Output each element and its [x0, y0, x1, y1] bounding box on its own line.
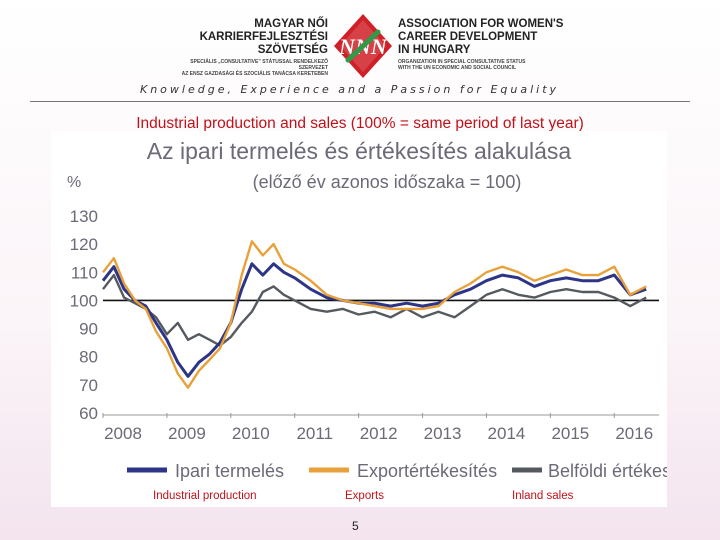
x-tick-label: 2011 — [296, 424, 333, 443]
legend-translation-inland: Inland sales — [512, 490, 574, 502]
legend-label-exports: Exportértékesítés — [357, 461, 497, 481]
org-name-hungarian: MAGYAR NŐI KARRIERFEJLESZTÉSI SZÖVETSÉG … — [160, 18, 328, 77]
y-tick-label: 120 — [70, 235, 98, 254]
org-name-en-line-3: IN HUNGARY — [398, 44, 471, 56]
series-line-exports — [102, 240, 647, 389]
chart-subtitle: (előző év azonos időszaka = 100) — [253, 172, 522, 192]
series-line-industrial — [101, 262, 647, 378]
org-sub-hu-line-2: AZ ENSZ GAZDASÁGI ÉS SZOCIÁLIS TANÁCSA K… — [181, 71, 328, 77]
y-tick-label: 100 — [70, 291, 98, 310]
chart-title: Az ipari termelés és értékesítés alakulá… — [147, 138, 572, 164]
x-tick-label: 2008 — [104, 424, 142, 443]
org-name-hu-line-2: KARRIERFEJLESZTÉSI — [199, 31, 328, 43]
logo: NNN — [334, 14, 392, 78]
header-divider — [30, 101, 690, 102]
y-tick-label: 90 — [79, 320, 98, 339]
legend-label-industrial: Ipari termelés — [175, 461, 284, 481]
org-sub-hu-line-1: SPECIÁLIS „CONSULTATIVE” STÁTUSSAL RENDE… — [190, 59, 328, 71]
legend-translation-industrial: Industrial production — [153, 490, 257, 502]
y-tick-label: 110 — [71, 263, 98, 282]
series-line-inland — [102, 273, 647, 347]
legend-label-inland: Belföldi értékesítés — [548, 461, 667, 481]
slide-title: Industrial production and sales (100% = … — [136, 115, 584, 132]
x-tick-label: 2012 — [360, 424, 398, 443]
page-number: 5 — [352, 519, 359, 533]
x-tick-label: 2009 — [168, 424, 206, 443]
org-name-hu-line-1: MAGYAR NŐI — [254, 18, 328, 30]
y-tick-label: 60 — [79, 404, 98, 423]
org-sub-hu: SPECIÁLIS „CONSULTATIVE” STÁTUSSAL RENDE… — [160, 59, 328, 77]
y-tick-label: 70 — [79, 376, 98, 395]
y-tick-label: 130 — [70, 207, 98, 226]
line-chart: Az ipari termelés és értékesítés alakulá… — [67, 138, 667, 481]
chart-panel: Az ipari termelés és értékesítés alakulá… — [51, 131, 667, 507]
org-name-en-line-1: ASSOCIATION FOR WOMEN'S — [398, 18, 564, 30]
org-name-english: ASSOCIATION FOR WOMEN'S CAREER DEVELOPME… — [398, 18, 598, 71]
x-tick-label: 2013 — [424, 424, 462, 443]
org-name-hu-line-3: SZÖVETSÉG — [257, 44, 328, 56]
y-axis-label: % — [67, 174, 81, 191]
tagline: Knowledge, Experience and a Passion for … — [140, 83, 560, 96]
org-sub-en: ORGANIZATION IN SPECIAL CONSULTATIVE STA… — [398, 59, 598, 71]
legend-translation-exports: Exports — [345, 490, 384, 502]
x-tick-label: 2010 — [232, 424, 270, 443]
header: MAGYAR NŐI KARRIERFEJLESZTÉSI SZÖVETSÉG … — [0, 0, 720, 104]
org-sub-en-line-1: ORGANIZATION IN SPECIAL CONSULTATIVE STA… — [398, 59, 526, 65]
x-tick-label: 2016 — [615, 424, 653, 443]
x-tick-label: 2015 — [551, 424, 589, 443]
logo-icon: NNN — [334, 14, 392, 78]
org-name-en-line-2: CAREER DEVELOPMENT — [398, 31, 538, 43]
x-tick-label: 2014 — [488, 424, 526, 443]
y-tick-label: 80 — [79, 348, 98, 367]
org-sub-en-line-2: WITH THE UN ECONOMIC AND SOCIAL COUNCIL — [398, 65, 517, 71]
